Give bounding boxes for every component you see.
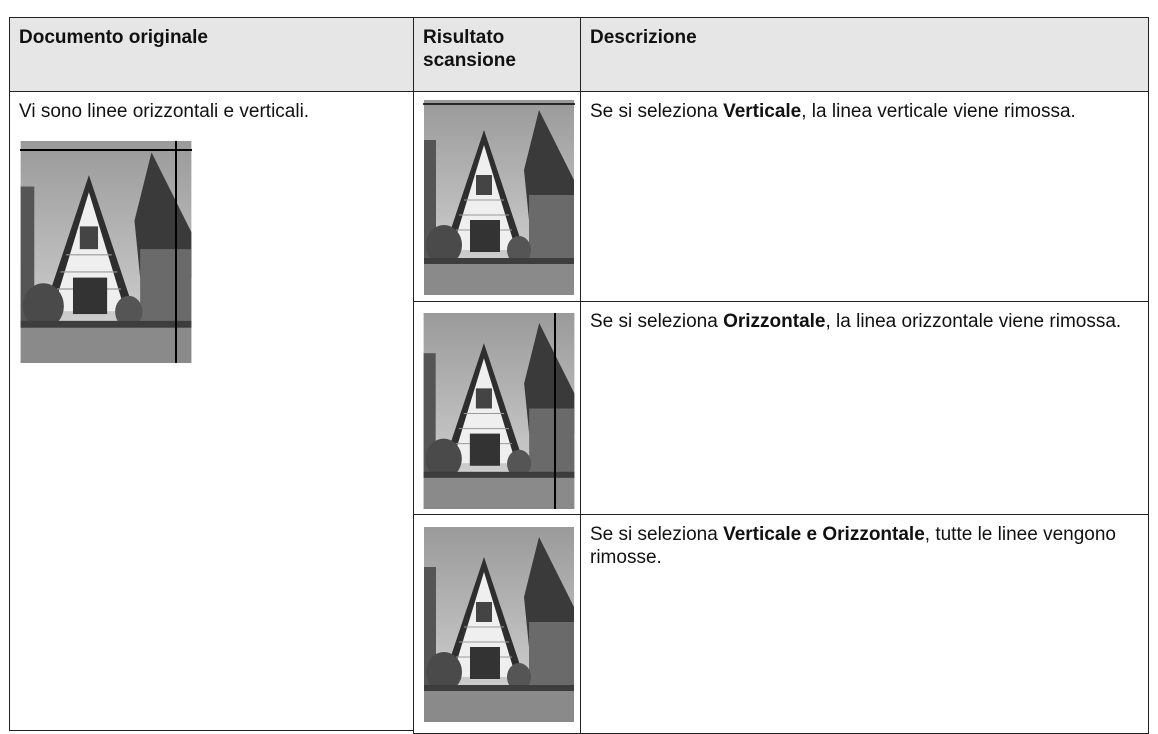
result-image <box>423 100 575 295</box>
description-cell: Se si seleziona Orizzontale, la linea or… <box>580 301 1149 515</box>
description-bold: Verticale e Orizzontale <box>723 524 925 545</box>
result-image <box>423 313 575 509</box>
description-bold: Verticale <box>723 101 802 122</box>
description-text: Se si seleziona <box>590 101 724 122</box>
description-text: Se si seleziona <box>590 524 724 545</box>
description-text: , tutte le linee vengono rimosse. <box>590 524 1116 568</box>
description-text: , la linea verticale viene rimossa. <box>801 101 1076 122</box>
header-cell: Descrizione <box>580 17 1149 92</box>
cell-text: Vi sono linee orizzontali e verticali. <box>19 101 310 122</box>
description-bold: Orizzontale <box>723 311 826 332</box>
description-cell: Se si seleziona Verticale e Orizzontale,… <box>580 514 1149 734</box>
header-text: Risultato scansione <box>423 27 516 71</box>
result-image <box>423 527 575 722</box>
header-cell: Documento originale <box>9 17 414 92</box>
header-cell: Risultato scansione <box>413 17 581 92</box>
header-text: Documento originale <box>19 27 208 48</box>
description-text: , la linea orizzontale viene rimossa. <box>825 311 1122 332</box>
original-image <box>20 141 192 363</box>
description-cell: Se si seleziona Verticale, la linea vert… <box>580 91 1149 302</box>
description-text: Se si seleziona <box>590 311 724 332</box>
header-text: Descrizione <box>590 27 697 48</box>
